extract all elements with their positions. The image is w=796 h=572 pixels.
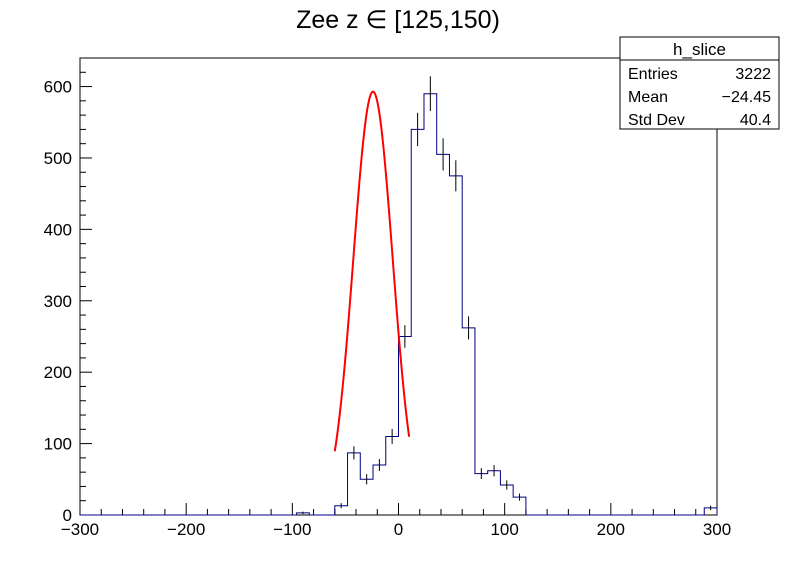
x-tick-label: −300	[61, 520, 99, 539]
stats-label-mean: Mean	[628, 89, 668, 106]
stats-box: h_slice Entries 3222 Mean −24.45 Std Dev…	[619, 36, 780, 130]
y-axis: 0 100 200 300 400 500 600	[44, 57, 92, 525]
x-tick-label: 200	[597, 520, 625, 539]
x-tick-label: 300	[703, 520, 731, 539]
x-tick-label: 100	[490, 520, 518, 539]
y-tick-label: 300	[44, 292, 72, 311]
stats-box-title: h_slice	[673, 40, 726, 59]
x-tick-label: 0	[394, 520, 403, 539]
stats-label-stddev: Std Dev	[628, 112, 685, 129]
stats-value-entries: 3222	[735, 66, 771, 83]
y-tick-label: 100	[44, 435, 72, 454]
chart-title: Zee z ∈ [125,150)	[296, 6, 500, 34]
histogram-bars	[80, 93, 718, 516]
y-tick-label: 500	[44, 149, 72, 168]
histogram-outline	[80, 93, 718, 516]
fit-curve	[333, 90, 411, 452]
y-tick-label: 200	[44, 363, 72, 382]
stats-value-stddev: 40.4	[740, 112, 771, 129]
y-tick-label: 0	[63, 506, 72, 525]
stats-box-frame	[619, 36, 780, 130]
fit-layer	[333, 90, 411, 452]
x-axis: −300 −200 −100 0 100 200 300	[61, 503, 731, 539]
stats-value-mean: −24.45	[722, 89, 771, 106]
x-tick-label: −200	[167, 520, 205, 539]
error-bars	[302, 76, 712, 515]
stats-label-entries: Entries	[628, 66, 678, 83]
y-tick-label: 400	[44, 220, 72, 239]
y-tick-label: 600	[44, 78, 72, 97]
x-tick-label: −100	[273, 520, 311, 539]
